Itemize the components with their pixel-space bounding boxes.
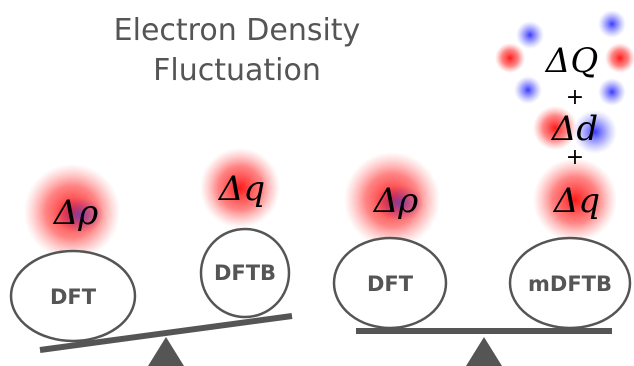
charge-blob — [598, 78, 626, 106]
right-balance: Δρ Δq ΔQ + Δd + DFT mDFTB — [334, 10, 634, 366]
node-label: DFT — [50, 285, 97, 309]
blob-label: Δρ — [372, 181, 419, 221]
fulcrum — [148, 337, 184, 366]
term-label: Δd — [550, 109, 598, 149]
term-label: ΔQ — [544, 41, 598, 81]
node-label: mDFTB — [528, 272, 612, 296]
charge-blob — [516, 21, 544, 49]
left-balance: Δρ Δq DFT DFTB — [11, 148, 292, 366]
title-line: Electron Density — [114, 13, 361, 48]
blob-label: Δρ — [52, 193, 99, 233]
plus: + — [566, 145, 584, 170]
node-label: DFT — [367, 272, 414, 296]
charge-blob — [514, 76, 542, 104]
charge-blob — [605, 43, 634, 73]
blob-label: Δq — [217, 169, 265, 209]
blob-label: Δq — [552, 181, 600, 221]
plus: + — [566, 85, 584, 110]
charge-blob — [495, 43, 525, 73]
fulcrum — [466, 337, 502, 366]
node-label: DFTB — [214, 261, 276, 285]
title-line: Fluctuation — [153, 53, 321, 88]
charge-blob — [598, 10, 626, 38]
diagram: Electron Density Fluctuation Δρ Δq DFT D… — [0, 0, 634, 366]
